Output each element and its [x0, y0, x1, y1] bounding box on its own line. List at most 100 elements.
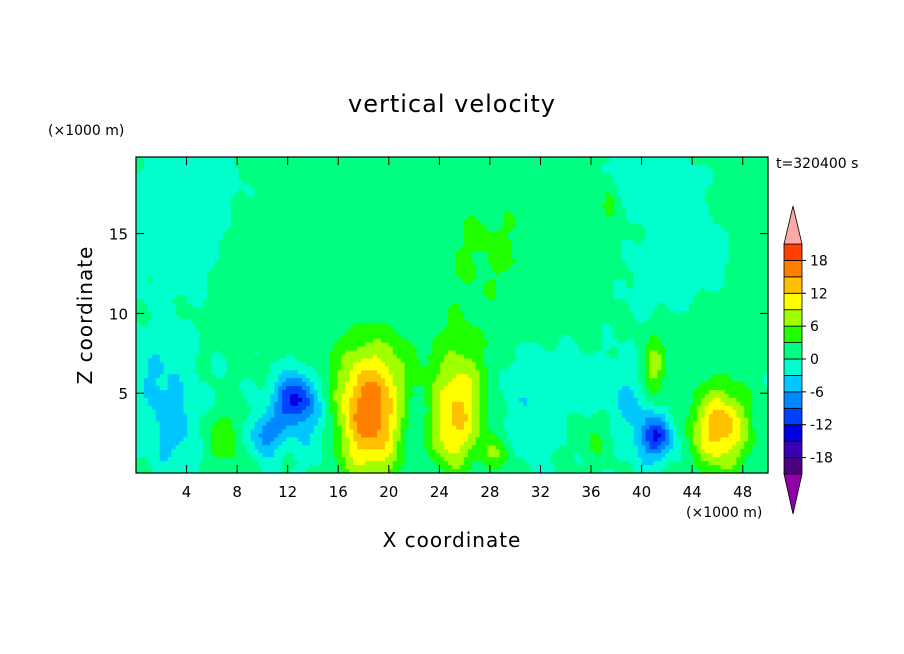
- field-cell: [760, 216, 765, 221]
- field-cell: [163, 232, 169, 237]
- field-cell: [598, 247, 603, 253]
- field-cell: [534, 239, 540, 245]
- field-cell: [345, 259, 350, 265]
- field-cell: [554, 208, 560, 213]
- field-cell: [681, 212, 686, 217]
- field-cell: [159, 275, 165, 281]
- field-cell: [708, 212, 714, 217]
- field-cell: [325, 184, 331, 190]
- field-cell: [495, 236, 500, 241]
- field-cell: [459, 184, 465, 190]
- field-cell: [242, 243, 248, 249]
- field-cell: [724, 255, 730, 261]
- field-cell: [222, 236, 228, 241]
- field-cell: [440, 247, 445, 253]
- field-cell: [550, 188, 556, 194]
- field-cell: [566, 259, 572, 265]
- field-cell: [282, 216, 287, 221]
- field-cell: [278, 232, 283, 237]
- field-cell: [704, 251, 710, 257]
- field-cell: [139, 172, 145, 178]
- field-cell: [349, 239, 354, 245]
- field-cell: [432, 160, 437, 166]
- field-cell: [159, 247, 165, 253]
- field-cell: [534, 228, 540, 233]
- field-cell: [716, 263, 722, 269]
- field-cell: [720, 239, 726, 245]
- field-cell: [388, 263, 394, 269]
- field-cell: [384, 212, 390, 217]
- field-cell: [685, 172, 690, 178]
- field-cell: [586, 228, 591, 233]
- field-cell: [574, 220, 579, 225]
- field-cell: [400, 251, 406, 257]
- field-cell: [531, 232, 536, 237]
- field-cell: [566, 255, 572, 261]
- field-cell: [246, 243, 252, 249]
- field-cell: [507, 267, 512, 273]
- field-cell: [436, 160, 441, 166]
- field-cell: [602, 236, 607, 241]
- field-cell: [527, 251, 532, 257]
- field-cell: [534, 180, 540, 186]
- field-cell: [305, 188, 311, 194]
- field-cell: [373, 224, 378, 229]
- field-cell: [151, 176, 157, 182]
- field-cell: [692, 259, 698, 265]
- field-cell: [645, 168, 651, 174]
- field-cell: [278, 157, 283, 162]
- field-cell: [167, 192, 173, 198]
- field-cell: [286, 263, 291, 269]
- field-cell: [262, 164, 267, 170]
- field-cell: [661, 212, 666, 217]
- field-cell: [258, 259, 263, 265]
- field-cell: [361, 228, 366, 233]
- field-cell: [523, 220, 528, 225]
- field-cell: [222, 180, 228, 186]
- field-cell: [313, 180, 319, 186]
- field-cell: [274, 239, 279, 245]
- field-cell: [242, 212, 248, 217]
- field-cell: [534, 192, 540, 198]
- field-cell: [495, 164, 500, 170]
- field-cell: [226, 200, 232, 205]
- field-cell: [744, 212, 749, 217]
- field-cell: [712, 228, 718, 233]
- field-cell: [598, 259, 603, 265]
- field-cell: [175, 251, 181, 257]
- field-cell: [349, 176, 354, 182]
- field-cell: [610, 232, 615, 237]
- field-cell: [392, 164, 398, 170]
- field-cell: [416, 208, 421, 213]
- field-cell: [424, 164, 429, 170]
- field-cell: [234, 216, 240, 221]
- field-cell: [704, 160, 710, 166]
- field-cell: [151, 271, 157, 277]
- field-cell: [590, 275, 595, 281]
- field-cell: [250, 212, 256, 217]
- field-cell: [471, 212, 477, 217]
- field-cell: [215, 196, 220, 202]
- field-cell: [471, 251, 477, 257]
- field-cell: [321, 236, 327, 241]
- field-cell: [479, 271, 485, 277]
- field-cell: [629, 232, 635, 237]
- field-cell: [700, 243, 706, 249]
- field-cell: [542, 236, 548, 241]
- field-cell: [657, 259, 662, 265]
- field-cell: [203, 172, 208, 178]
- field-cell: [191, 196, 196, 202]
- field-cell: [376, 212, 382, 217]
- field-cell: [183, 243, 188, 249]
- field-cell: [297, 228, 303, 233]
- field-cell: [625, 251, 631, 257]
- field-cell: [215, 184, 220, 190]
- field-cell: [586, 251, 591, 257]
- field-cell: [554, 263, 560, 269]
- field-cell: [301, 271, 307, 277]
- field-cell: [625, 232, 631, 237]
- field-cell: [696, 184, 702, 190]
- field-cell: [471, 243, 477, 249]
- field-cell: [404, 243, 410, 249]
